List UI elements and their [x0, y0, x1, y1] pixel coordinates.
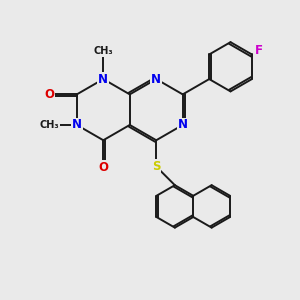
- Text: CH₃: CH₃: [39, 120, 59, 130]
- Text: N: N: [72, 118, 82, 131]
- Text: N: N: [178, 118, 188, 131]
- Text: N: N: [151, 73, 161, 85]
- Text: O: O: [98, 161, 108, 174]
- Text: O: O: [44, 88, 54, 101]
- Text: N: N: [98, 73, 108, 85]
- Text: F: F: [255, 44, 263, 57]
- Text: S: S: [152, 160, 160, 173]
- Text: CH₃: CH₃: [94, 46, 113, 56]
